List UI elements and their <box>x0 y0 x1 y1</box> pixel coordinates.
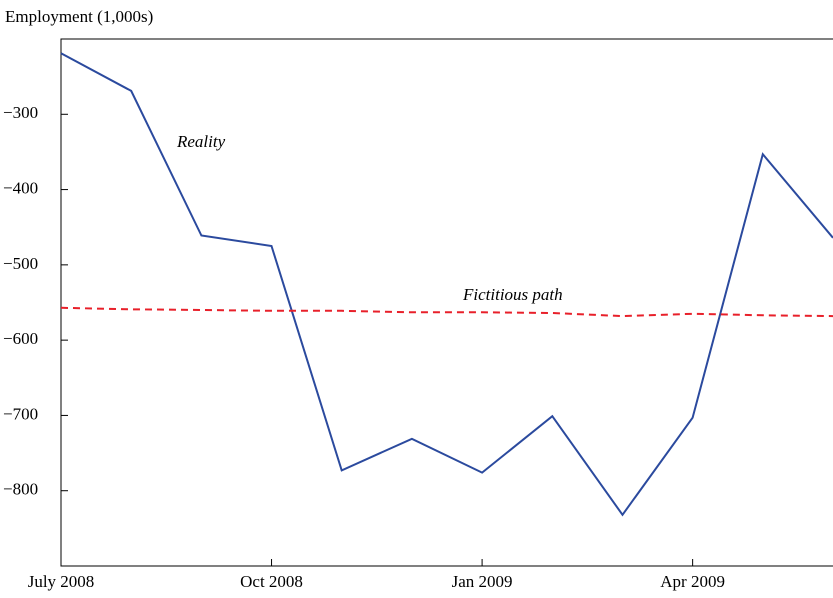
series-line <box>60 52 833 517</box>
y-tick-label: −300 <box>3 103 38 122</box>
y-tick-label: −400 <box>3 178 38 197</box>
y-tick-label: −800 <box>3 480 38 499</box>
x-tick-label: July 2008 <box>28 572 95 591</box>
y-tick-label: −500 <box>3 254 38 273</box>
series-annotation: Reality <box>176 132 226 151</box>
series-annotation: Fictitious path <box>462 285 563 304</box>
y-axis-label: Employment (1,000s) <box>5 7 153 26</box>
y-tick-label: −600 <box>3 329 38 348</box>
plot-frame <box>60 38 833 567</box>
series-line <box>60 306 833 318</box>
x-tick-label: Oct 2008 <box>240 572 303 591</box>
x-tick-label: Apr 2009 <box>660 572 725 591</box>
y-tick-label: −700 <box>3 404 38 423</box>
x-tick-label: Jan 2009 <box>452 572 513 591</box>
